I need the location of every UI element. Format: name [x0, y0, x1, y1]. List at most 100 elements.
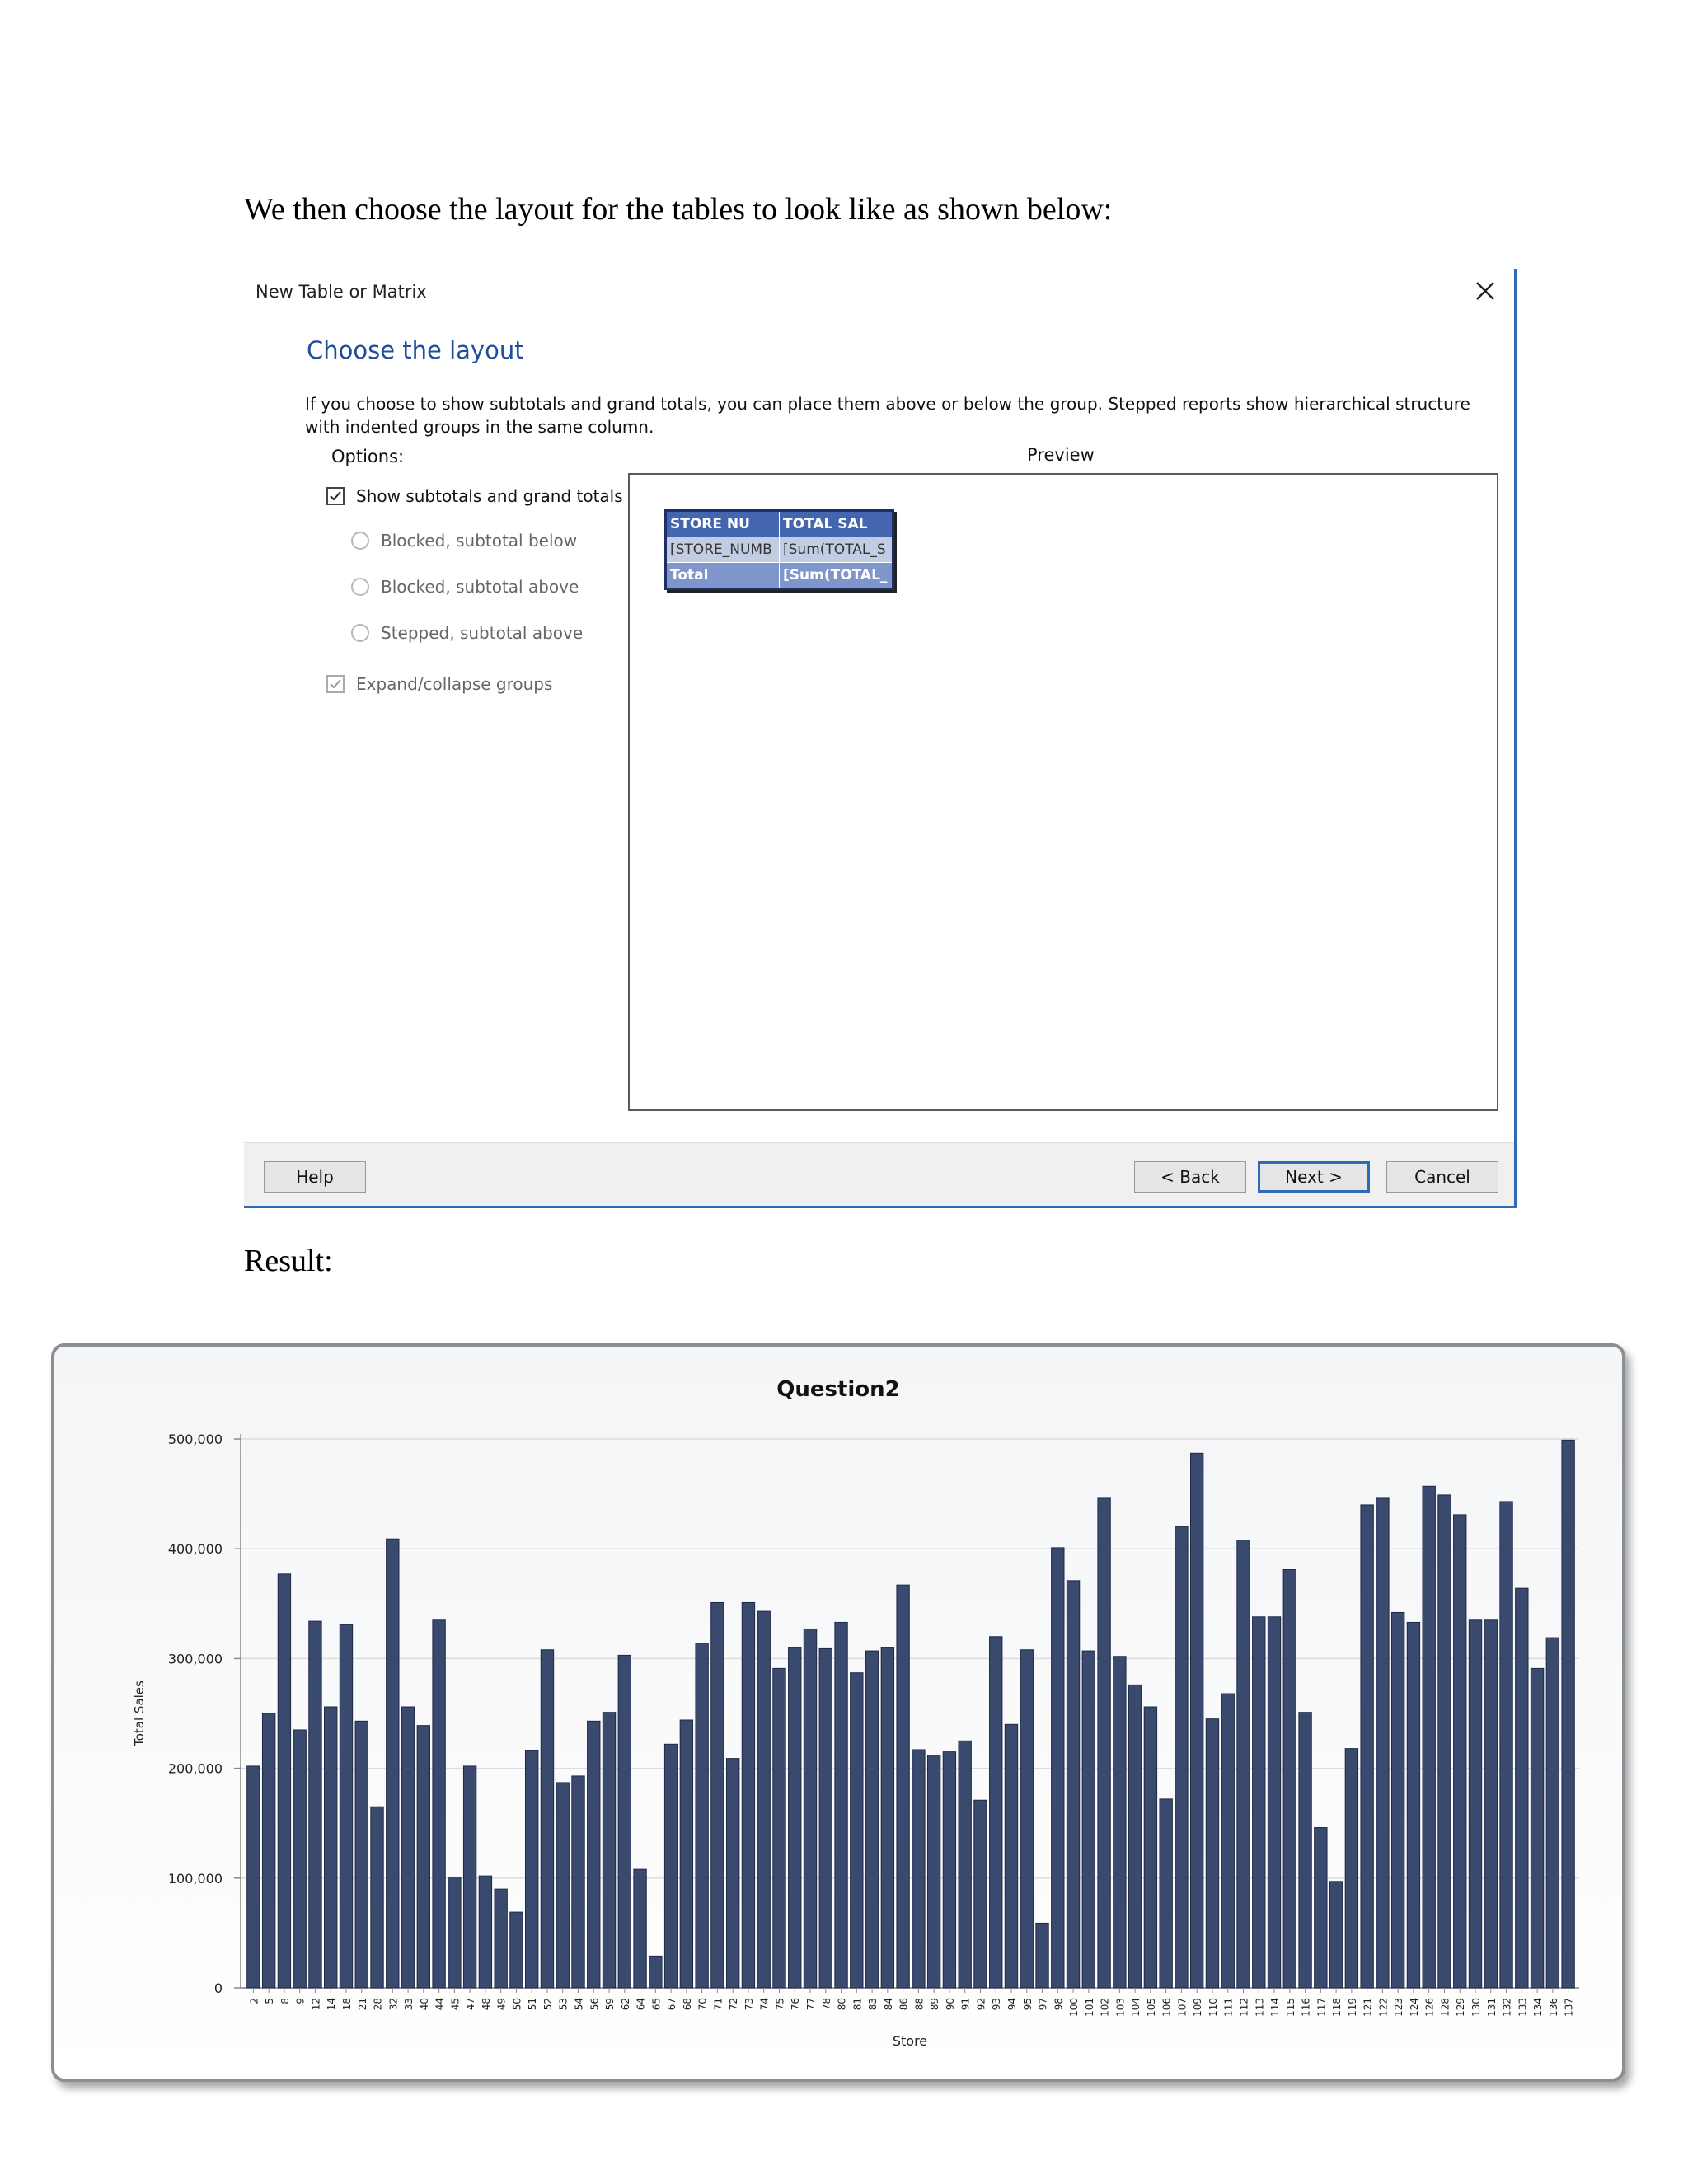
bar [1499, 1501, 1513, 1989]
y-tick-label: 300,000 [168, 1651, 223, 1666]
x-tick-label: 50 [511, 1998, 523, 2010]
y-tick-label: 500,000 [168, 1432, 223, 1447]
preview-header-row: STORE NU TOTAL SAL [665, 510, 893, 537]
x-tick-label: 112 [1239, 1998, 1250, 2017]
options-label: Options: [331, 447, 405, 466]
bar [571, 1775, 585, 1989]
bar [1360, 1504, 1374, 1989]
x-tick-label: 44 [434, 1998, 446, 2010]
show-totals-label: Show subtotals and grand totals [356, 486, 623, 506]
blocked-subtotal-below-radio[interactable]: Blocked, subtotal below [351, 531, 577, 551]
bar [401, 1706, 415, 1989]
blocked-subtotal-above-radio[interactable]: Blocked, subtotal above [351, 577, 579, 597]
x-tick-label: 78 [821, 1998, 832, 2010]
x-tick-label: 56 [588, 1998, 600, 2010]
y-tick-label: 400,000 [168, 1541, 223, 1557]
bar [1159, 1798, 1173, 1989]
bar [1437, 1494, 1451, 1989]
x-tick-label: 80 [837, 1998, 848, 2010]
x-tick-label: 59 [604, 1998, 616, 2010]
y-tick-label: 200,000 [168, 1761, 223, 1777]
x-tick-label: 64 [635, 1998, 647, 2010]
bar [509, 1911, 523, 1989]
x-tick-label: 132 [1502, 1998, 1513, 2017]
bar [1004, 1723, 1019, 1989]
bar [556, 1782, 570, 1989]
x-tick-label: 124 [1409, 1998, 1420, 2017]
preview-cell: TOTAL SAL [779, 510, 893, 537]
bar [602, 1712, 617, 1989]
next-button[interactable]: Next > [1258, 1161, 1370, 1193]
x-tick-label: 12 [310, 1998, 321, 2010]
x-tick-label: 109 [1192, 1998, 1203, 2017]
bar [834, 1621, 848, 1989]
x-tick-label: 117 [1315, 1998, 1327, 2017]
intro-paragraph: We then choose the layout for the tables… [244, 192, 1113, 227]
x-tick-label: 9 [295, 1998, 307, 2004]
bar [1267, 1616, 1282, 1989]
x-tick-label: 106 [1161, 1998, 1173, 2017]
dialog-title: New Table or Matrix [256, 282, 427, 302]
bar [416, 1725, 431, 1989]
blocked-below-label: Blocked, subtotal below [381, 531, 578, 551]
bar [462, 1765, 477, 1989]
show-totals-checkbox[interactable]: Show subtotals and grand totals [326, 486, 623, 506]
x-tick-label: 74 [759, 1998, 771, 2010]
x-tick-label: 118 [1331, 1998, 1343, 2017]
x-tick-label: 86 [898, 1998, 910, 2010]
preview-detail-row: [STORE_NUMB [Sum(TOTAL_S [665, 537, 893, 563]
x-tick-label: 103 [1114, 1998, 1126, 2017]
preview-cell: Total [665, 562, 780, 589]
bar [277, 1573, 292, 1989]
x-tick-label: 70 [697, 1998, 709, 2010]
preview-cell: [STORE_NUMB [665, 537, 780, 563]
bar [1097, 1497, 1111, 1989]
x-tick-label: 73 [743, 1998, 755, 2010]
preview-cell: [Sum(TOTAL_S [779, 537, 893, 563]
bar [617, 1654, 631, 1989]
x-tick-label: 97 [1038, 1998, 1049, 2010]
bar [540, 1649, 555, 1989]
bar [1035, 1922, 1049, 1989]
bar [386, 1538, 400, 1989]
bar [1453, 1514, 1467, 1989]
x-tick-label: 94 [1006, 1998, 1018, 2010]
bar [1344, 1748, 1359, 1989]
bar [1252, 1616, 1266, 1989]
bar [973, 1799, 987, 1989]
bar [880, 1647, 895, 1989]
x-tick-label: 137 [1564, 1998, 1575, 2017]
close-icon[interactable] [1473, 279, 1498, 303]
bar [710, 1601, 724, 1989]
x-tick-label: 8 [279, 1998, 291, 2004]
x-axis-label: Store [893, 2033, 927, 2049]
x-tick-label: 131 [1486, 1998, 1498, 2017]
radio-icon [351, 532, 369, 550]
x-tick-label: 105 [1146, 1998, 1157, 2017]
help-button[interactable]: Help [264, 1161, 366, 1193]
dialog-heading: Choose the layout [307, 336, 524, 364]
bar [1468, 1619, 1483, 1989]
x-tick-label: 54 [574, 1998, 585, 2010]
x-tick-label: 133 [1517, 1998, 1528, 2017]
x-tick-label: 33 [403, 1998, 415, 2010]
dialog-footer: Help < Back Next > Cancel [244, 1142, 1514, 1206]
bar [1561, 1439, 1575, 1989]
expand-collapse-checkbox[interactable]: Expand/collapse groups [326, 674, 552, 694]
bar [1128, 1684, 1142, 1989]
back-button[interactable]: < Back [1134, 1161, 1246, 1193]
x-tick-label: 114 [1269, 1998, 1281, 2017]
bar [725, 1758, 740, 1989]
x-tick-label: 18 [341, 1998, 353, 2010]
x-tick-label: 53 [558, 1998, 570, 2010]
bar [741, 1601, 756, 1989]
x-tick-label: 40 [419, 1998, 430, 2010]
x-tick-label: 122 [1377, 1998, 1389, 2017]
dialog-description: If you choose to show subtotals and gran… [305, 394, 1470, 437]
x-tick-label: 68 [682, 1998, 693, 2010]
x-tick-label: 107 [1176, 1998, 1188, 2017]
stepped-subtotal-above-radio[interactable]: Stepped, subtotal above [351, 623, 583, 643]
expand-collapse-label: Expand/collapse groups [356, 674, 553, 694]
bar [1175, 1526, 1189, 1989]
cancel-button[interactable]: Cancel [1386, 1161, 1498, 1193]
